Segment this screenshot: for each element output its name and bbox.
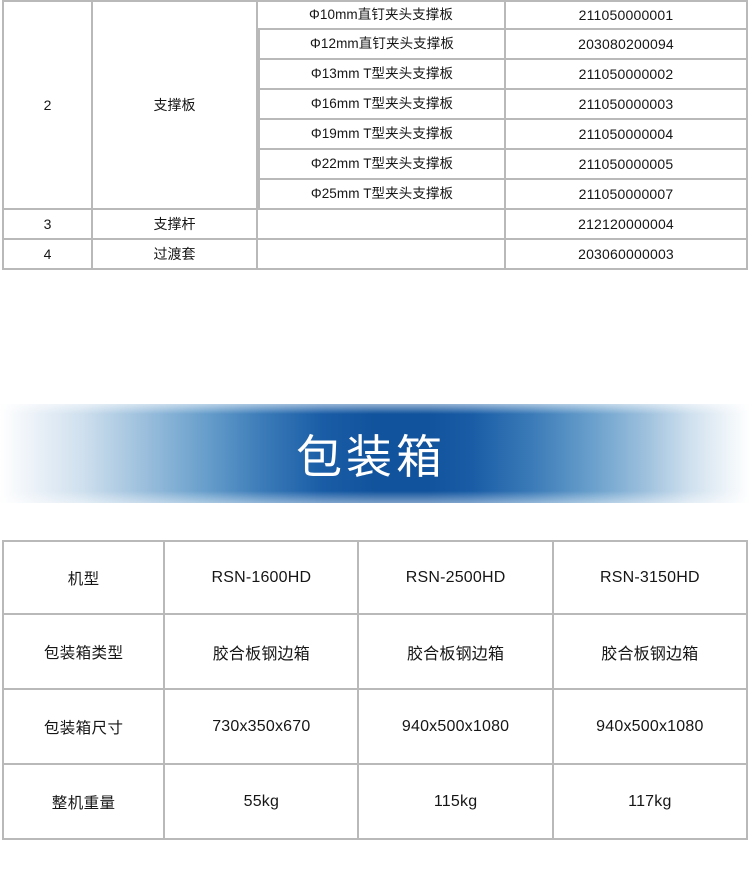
spec-value-cell: 940x500x1080 [553, 690, 748, 765]
parts-code-cell: 203080200094 [506, 30, 748, 60]
spec-value-cell: RSN-3150HD [553, 540, 748, 615]
parts-table-container: 2 支撑板 Φ10mm直钉夹头支撑板 211050000001 Φ12mm直钉夹… [2, 0, 748, 270]
parts-index-cell: 2 [2, 0, 93, 210]
spec-value-cell: 胶合板钢边箱 [165, 615, 360, 690]
parts-spec-cell: Φ19mm T型夹头支撑板 [258, 120, 506, 150]
parts-spec-cell: Φ16mm T型夹头支撑板 [258, 90, 506, 120]
parts-spec-cell [258, 210, 506, 240]
table-row: 4 过渡套 203060000003 [2, 240, 748, 270]
parts-code-cell: 211050000003 [506, 90, 748, 120]
table-row: 2 支撑板 Φ10mm直钉夹头支撑板 211050000001 [2, 0, 748, 210]
page-title: 包装箱 [296, 430, 446, 483]
spec-value-cell: 115kg [359, 765, 554, 840]
parts-spec-cell [258, 240, 506, 270]
table-row: Φ19mm T型夹头支撑板 211050000004 [2, 120, 748, 150]
parts-spec-cell: Φ25mm T型夹头支撑板 [258, 180, 506, 210]
spec-value-cell: RSN-2500HD [359, 540, 554, 615]
parts-index-cell: 4 [2, 240, 93, 270]
table-row: 机型 RSN-1600HD RSN-2500HD RSN-3150HD [2, 540, 748, 615]
parts-spec-cell: Φ10mm直钉夹头支撑板 [258, 0, 506, 30]
table-row: 包装箱类型 胶合板钢边箱 胶合板钢边箱 胶合板钢边箱 [2, 615, 748, 690]
spec-value-cell: 730x350x670 [165, 690, 360, 765]
spec-value-cell: RSN-1600HD [165, 540, 360, 615]
spec-value-cell: 胶合板钢边箱 [553, 615, 748, 690]
spec-value-cell: 117kg [553, 765, 748, 840]
parts-spec-cell: Φ12mm直钉夹头支撑板 [258, 30, 506, 60]
table-row: Φ12mm直钉夹头支撑板 203080200094 [2, 30, 748, 60]
packaging-spec-table-body: 机型 RSN-1600HD RSN-2500HD RSN-3150HD 包装箱类… [2, 540, 748, 840]
parts-code-cell: 211050000007 [506, 180, 748, 210]
parts-table-body: 2 支撑板 Φ10mm直钉夹头支撑板 211050000001 Φ12mm直钉夹… [2, 0, 748, 270]
parts-code-cell: 211050000004 [506, 120, 748, 150]
parts-index-cell: 3 [2, 210, 93, 240]
table-row: 3 支撑杆 212120000004 [2, 210, 748, 240]
spec-label-cell: 整机重量 [2, 765, 166, 840]
packaging-spec-table: 机型 RSN-1600HD RSN-2500HD RSN-3150HD 包装箱类… [2, 540, 748, 840]
parts-code-cell: 212120000004 [506, 210, 748, 240]
spec-label-cell: 机型 [2, 540, 166, 615]
parts-code-cell: 211050000002 [506, 60, 748, 90]
spec-value-cell: 胶合板钢边箱 [359, 615, 554, 690]
parts-code-cell: 203060000003 [506, 240, 748, 270]
parts-name-cell: 支撑杆 [93, 210, 258, 240]
table-row: Φ16mm T型夹头支撑板 211050000003 [2, 90, 748, 120]
parts-table: 2 支撑板 Φ10mm直钉夹头支撑板 211050000001 Φ12mm直钉夹… [2, 0, 748, 270]
table-row: Φ22mm T型夹头支撑板 211050000005 [2, 150, 748, 180]
spec-value-cell: 55kg [165, 765, 360, 840]
parts-code-cell: 211050000005 [506, 150, 748, 180]
table-row: 包装箱尺寸 730x350x670 940x500x1080 940x500x1… [2, 690, 748, 765]
parts-spec-cell: Φ22mm T型夹头支撑板 [258, 150, 506, 180]
table-row: Φ25mm T型夹头支撑板 211050000007 [2, 180, 748, 210]
spec-label-cell: 包装箱类型 [2, 615, 166, 690]
spec-value-cell: 940x500x1080 [359, 690, 554, 765]
parts-name-cell: 过渡套 [93, 240, 258, 270]
parts-name-cell: 支撑板 [93, 0, 258, 210]
spec-label-cell: 包装箱尺寸 [2, 690, 166, 765]
section-banner: 包装箱 [0, 404, 750, 503]
parts-spec-cell: Φ13mm T型夹头支撑板 [258, 60, 506, 90]
table-row: Φ13mm T型夹头支撑板 211050000002 [2, 60, 748, 90]
parts-code-cell: 211050000001 [506, 0, 748, 30]
table-row: 整机重量 55kg 115kg 117kg [2, 765, 748, 840]
packaging-spec-table-container: 机型 RSN-1600HD RSN-2500HD RSN-3150HD 包装箱类… [2, 540, 748, 840]
